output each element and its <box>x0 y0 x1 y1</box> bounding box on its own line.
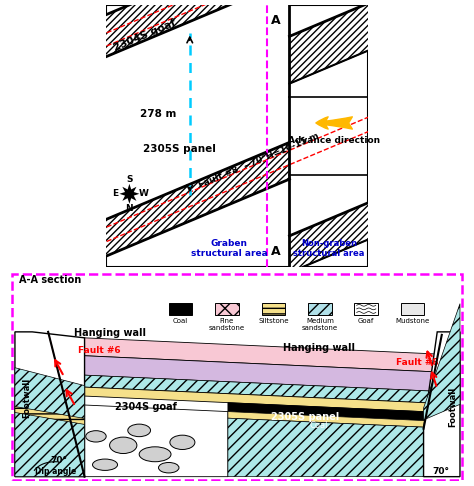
Polygon shape <box>84 387 460 413</box>
Text: Fault #8: Fault #8 <box>396 358 439 367</box>
Text: Fine
sandstone: Fine sandstone <box>209 318 245 331</box>
Text: A: A <box>271 14 281 27</box>
Polygon shape <box>424 332 460 477</box>
Polygon shape <box>228 412 442 428</box>
Text: 70°: 70° <box>50 456 67 465</box>
Bar <box>215 303 239 315</box>
Polygon shape <box>15 368 84 477</box>
Text: Siltstone: Siltstone <box>258 318 289 324</box>
Text: N: N <box>126 204 133 213</box>
Text: Non-graben
structural area: Non-graben structural area <box>293 239 365 258</box>
Polygon shape <box>15 406 84 424</box>
Bar <box>355 303 378 315</box>
Polygon shape <box>424 304 460 420</box>
Text: 2304S goaf: 2304S goaf <box>115 401 177 412</box>
Text: A-A section: A-A section <box>18 275 81 285</box>
Polygon shape <box>80 0 290 230</box>
Polygon shape <box>228 402 442 421</box>
Polygon shape <box>119 184 139 204</box>
Text: Fault #8  −70°H=10-15 m: Fault #8 −70°H=10-15 m <box>198 131 321 190</box>
Text: 278 m: 278 m <box>140 109 177 119</box>
Ellipse shape <box>128 424 151 436</box>
Polygon shape <box>84 338 460 373</box>
Polygon shape <box>228 418 442 477</box>
Text: Coal: Coal <box>173 318 188 324</box>
Text: Mudstone: Mudstone <box>395 318 430 324</box>
Polygon shape <box>290 181 421 273</box>
Ellipse shape <box>86 431 106 442</box>
Bar <box>401 303 425 315</box>
Text: W: W <box>139 190 149 198</box>
Polygon shape <box>80 0 290 68</box>
Text: Graben
structural area: Graben structural area <box>191 239 267 258</box>
Text: Footwall: Footwall <box>22 378 31 417</box>
Text: Medium
sandstone: Medium sandstone <box>302 318 338 331</box>
Text: Hanging wall: Hanging wall <box>73 329 146 338</box>
Ellipse shape <box>170 435 195 450</box>
Text: S: S <box>126 175 133 184</box>
Polygon shape <box>15 332 84 477</box>
Polygon shape <box>84 356 460 392</box>
Ellipse shape <box>139 447 171 462</box>
Polygon shape <box>290 0 421 84</box>
Text: A: A <box>271 245 281 258</box>
Polygon shape <box>84 375 460 404</box>
Polygon shape <box>80 142 290 267</box>
Bar <box>169 303 192 315</box>
Bar <box>308 303 332 315</box>
Ellipse shape <box>158 463 179 473</box>
Polygon shape <box>84 405 228 477</box>
Text: 2304S goaf: 2304S goaf <box>112 18 178 53</box>
Text: Advance direction: Advance direction <box>288 136 380 145</box>
Ellipse shape <box>109 437 137 453</box>
Text: E: E <box>112 190 118 198</box>
Text: Dip angle: Dip angle <box>35 467 76 476</box>
Text: Goaf: Goaf <box>358 318 374 324</box>
Text: Footwall: Footwall <box>449 386 457 427</box>
Text: 70°: 70° <box>433 467 450 476</box>
Ellipse shape <box>92 459 118 470</box>
Text: 2305S panel: 2305S panel <box>271 412 339 422</box>
Text: 2305S panel: 2305S panel <box>143 144 216 154</box>
Text: Fault #6: Fault #6 <box>78 346 120 355</box>
Text: Coal: Coal <box>310 421 328 431</box>
Text: Hanging wall: Hanging wall <box>283 343 355 353</box>
Bar <box>262 303 285 315</box>
